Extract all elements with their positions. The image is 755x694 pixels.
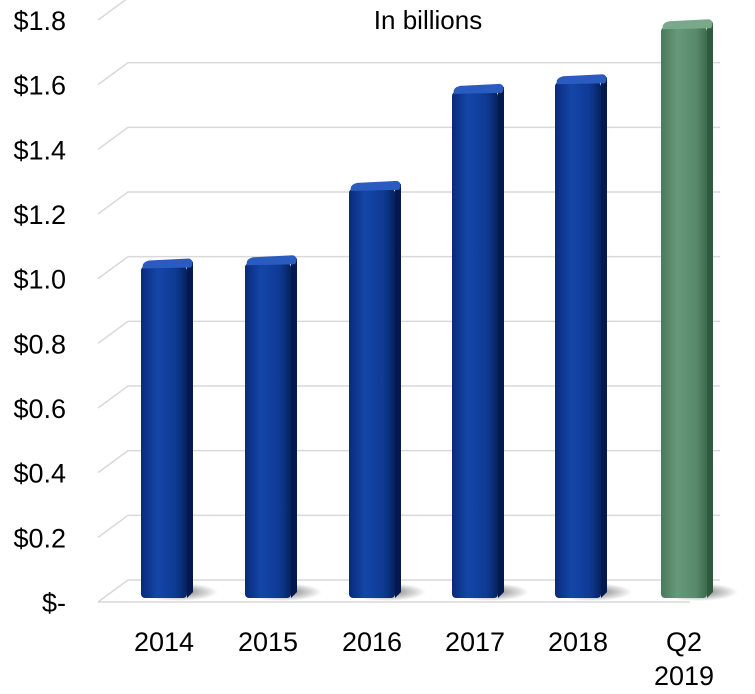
gridline (97, 320, 720, 344)
bar (245, 255, 297, 598)
gridline (97, 0, 127, 21)
x-tick-label: 2018 (548, 627, 608, 657)
y-axis-tick-labels: $- $0.2 $0.4 $0.6 $0.8 $1.0 $1.2 $1.4 $1.6 $1.8 (13, 6, 66, 618)
x-tick-label: 2015 (238, 627, 298, 657)
gridline (97, 191, 720, 215)
y-tick-label: $1.8 (13, 6, 66, 36)
bar (349, 180, 401, 598)
gridline (97, 255, 720, 280)
gridline (97, 385, 720, 409)
y-tick-label: $0.8 (13, 329, 66, 359)
gridline (97, 514, 720, 538)
bar (141, 258, 193, 598)
x-tick-label: 2017 (445, 627, 505, 657)
y-tick-label: $1.4 (13, 135, 66, 165)
bars (141, 19, 713, 599)
gridline (97, 126, 720, 150)
bar (555, 74, 607, 598)
bar (452, 83, 504, 599)
y-tick-label: $0.4 (13, 459, 66, 489)
chart-subtitle: In billions (374, 5, 482, 35)
y-tick-label: $1.0 (13, 265, 66, 295)
y-tick-label: $0.6 (13, 394, 66, 424)
y-tick-label: $1.6 (13, 71, 66, 101)
gridlines (97, 0, 720, 603)
gridline (97, 449, 720, 474)
bar (661, 19, 713, 598)
gridline (97, 61, 720, 86)
x-tick-label: 2014 (134, 627, 194, 657)
x-tick-label: 2016 (342, 627, 402, 657)
x-axis-tick-labels: 2014 2015 2016 2017 2018 Q2 2019 (134, 627, 714, 691)
y-tick-label: $- (42, 588, 66, 618)
x-tick-label: Q2 2019 (654, 627, 714, 691)
bar-shadows (138, 583, 738, 601)
gridline (97, 579, 720, 603)
y-tick-label: $0.2 (13, 523, 66, 553)
y-tick-label: $1.2 (13, 200, 66, 230)
